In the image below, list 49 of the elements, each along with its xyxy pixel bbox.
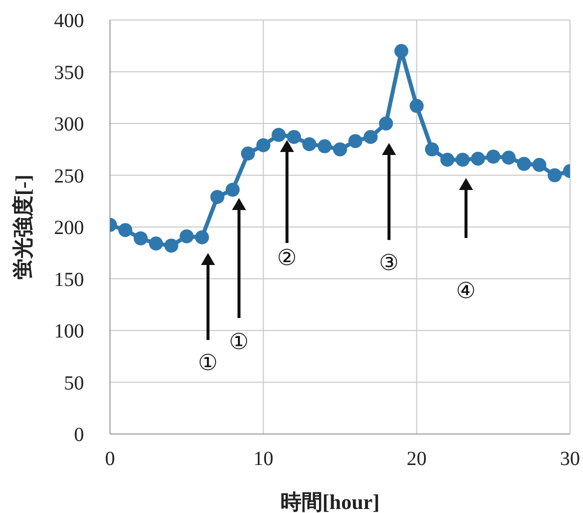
point <box>118 223 132 238</box>
point <box>486 150 500 164</box>
annotation: ④ <box>456 278 476 303</box>
point <box>394 44 408 58</box>
point <box>532 158 546 172</box>
x-tick-label: 20 <box>406 448 427 470</box>
y-axis-title: 蛍光強度[-] <box>11 174 35 280</box>
point <box>517 156 531 171</box>
annotation: ① <box>229 329 249 354</box>
x-tick-label: 30 <box>560 448 580 470</box>
y-tick-label: 250 <box>54 165 84 188</box>
point <box>456 152 470 167</box>
point <box>379 116 393 130</box>
x-axis-title: 時間[hour] <box>280 490 380 513</box>
point <box>318 139 332 154</box>
point <box>195 230 209 244</box>
point <box>333 142 347 156</box>
x-tick-label: 0 <box>105 448 115 470</box>
annotation: ① <box>198 350 218 375</box>
y-tick-label: 100 <box>54 320 84 342</box>
point <box>440 152 454 167</box>
point <box>471 152 485 166</box>
point <box>241 146 255 161</box>
point <box>210 190 224 204</box>
y-tick-label: 50 <box>64 372 84 394</box>
point <box>425 142 439 156</box>
point <box>348 134 362 148</box>
point <box>502 150 516 165</box>
point <box>164 238 178 253</box>
y-tick-label: 150 <box>54 268 84 291</box>
point <box>287 130 301 144</box>
x-tick-label: 10 <box>253 448 274 470</box>
point <box>272 128 286 142</box>
point <box>410 98 424 113</box>
annotation: ② <box>277 245 297 270</box>
point <box>149 236 163 251</box>
y-tick-label: 350 <box>54 62 84 84</box>
y-tick-label: 200 <box>54 217 84 239</box>
annotation: ③ <box>379 250 399 275</box>
point <box>180 229 194 244</box>
point <box>364 130 378 144</box>
y-tick-label: 400 <box>54 10 84 32</box>
y-tick-label: 300 <box>54 114 84 136</box>
point <box>302 137 316 152</box>
y-tick-label: 0 <box>74 424 84 446</box>
point <box>256 138 270 152</box>
point <box>226 182 240 197</box>
point <box>548 168 562 182</box>
point <box>134 231 148 246</box>
